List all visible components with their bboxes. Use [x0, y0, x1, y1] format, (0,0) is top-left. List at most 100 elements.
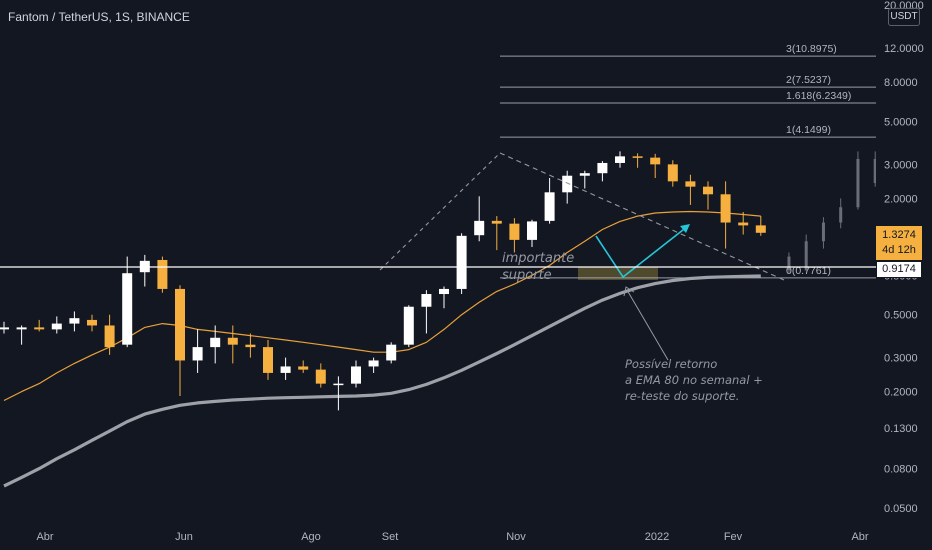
projected-body	[821, 222, 825, 242]
currency-badge[interactable]: USDT	[888, 8, 920, 26]
time-tick-label: Jun	[175, 531, 193, 543]
projected-body	[839, 207, 843, 223]
time-tick-label: Fev	[724, 531, 743, 543]
candle-body	[368, 360, 379, 367]
candle-body	[421, 294, 432, 307]
time-axis-ticks: Abr Jun Ago Set Nov 2022 Fev Abr	[36, 531, 868, 543]
candle-body	[210, 337, 221, 348]
candle-body	[685, 181, 696, 187]
note-pointer-arrowhead	[623, 286, 635, 297]
fib-level-label: 1.618(6.2349)	[786, 90, 851, 102]
current-price-tag: 1.3274 4d 12h	[876, 226, 922, 260]
candle-body	[298, 366, 309, 370]
descending-trendline	[499, 152, 785, 281]
candle-body	[51, 323, 62, 330]
price-tick-label: 0.3000	[884, 353, 918, 365]
time-tick-label: Nov	[506, 531, 526, 543]
projected-body	[787, 256, 791, 271]
time-tick-label: Ago	[301, 531, 321, 543]
candle-body	[34, 327, 45, 330]
projection-path	[595, 225, 689, 279]
time-tick-label: Set	[382, 531, 399, 543]
projected-body	[873, 158, 877, 184]
candle-body	[351, 366, 361, 384]
drawings[interactable]	[379, 152, 785, 361]
time-tick-label: Abr	[36, 531, 53, 543]
candle-body	[456, 235, 467, 289]
candle-body	[280, 366, 291, 373]
price-tick-label: 0.0800	[884, 464, 918, 476]
candle-body	[192, 347, 203, 361]
price-tick-label: 3.0000	[884, 159, 918, 171]
candle-body	[87, 319, 97, 326]
candle-body	[16, 327, 27, 330]
candle-body	[755, 225, 766, 233]
candle-body	[615, 156, 625, 163]
support-zone	[578, 267, 658, 280]
fib-level-label: 3(10.8975)	[786, 43, 837, 55]
candle-body	[632, 156, 643, 158]
candles[interactable]	[0, 151, 766, 411]
level-price-tag: 0.9174	[876, 261, 922, 278]
price-tick-label: 8.0000	[884, 77, 918, 89]
fib-level-label: 1(4.1499)	[786, 124, 831, 136]
candle-body	[0, 327, 9, 330]
candle-body	[122, 273, 133, 345]
candle-body	[579, 173, 590, 176]
candle-body	[703, 186, 713, 195]
price-tick-label: 0.0500	[884, 503, 918, 515]
candle-body	[720, 194, 731, 223]
projected-body	[856, 158, 860, 208]
price-tick-label: 12.0000	[884, 43, 924, 55]
candle-body	[104, 325, 115, 348]
candle-body	[667, 164, 678, 182]
projected-body	[804, 241, 808, 271]
candle-body	[263, 347, 273, 373]
ema-80-layer	[3, 274, 761, 488]
note-line3: re-teste do suporte.	[625, 389, 739, 403]
fib-level-label: 2(7.5237)	[786, 74, 831, 86]
candle-body	[491, 220, 502, 224]
candle-body	[527, 221, 537, 240]
candle-body	[650, 157, 661, 165]
note-line2: a EMA 80 no semanal +	[625, 373, 763, 387]
candle-body	[315, 369, 326, 384]
price-tick-label: 5.0000	[884, 116, 918, 128]
price-tick-label: 0.2000	[884, 387, 918, 399]
support-annotation-line1: importante	[502, 251, 574, 266]
projection-arrowhead	[680, 224, 690, 233]
candle-body	[175, 288, 185, 361]
chart-title: Fantom / TetherUS, 1S, BINANCE	[8, 10, 190, 24]
price-tick-label: 2.0000	[884, 193, 918, 205]
price-axis-ticks: 20.000012.00008.00005.00003.00002.00001.…	[884, 0, 924, 515]
candle-body	[562, 175, 573, 193]
current-price-value: 1.3274	[882, 229, 916, 241]
candle-body	[474, 220, 485, 236]
fibonacci-levels[interactable]: 3(10.8975) 2(7.5237) 1.618(6.2349) 1(4.1499…	[500, 43, 876, 279]
candle-body	[509, 223, 520, 240]
ema-80-line	[3, 274, 761, 488]
note-pointer-line	[626, 289, 669, 361]
candle-body	[403, 306, 414, 345]
note-line1: Possível retorno	[625, 357, 717, 371]
price-tick-label: 0.5000	[884, 310, 918, 322]
fib-level-label: 0(0.7761)	[786, 265, 831, 277]
candle-body	[69, 318, 80, 324]
candle-body	[597, 162, 608, 174]
support-zone-layer	[578, 267, 658, 280]
candle-body	[738, 222, 749, 226]
candle-countdown: 4d 12h	[882, 244, 916, 256]
fib-base-line	[379, 152, 501, 271]
candle-body	[544, 192, 555, 221]
candle-body	[157, 259, 168, 289]
candle-body	[227, 337, 238, 345]
price-tick-label: 0.1300	[884, 423, 918, 435]
candle-body	[333, 383, 344, 386]
time-tick-label: 2022	[645, 531, 669, 543]
support-annotation-line2: suporte	[502, 268, 552, 283]
candle-body	[245, 344, 256, 348]
time-tick-label: Abr	[851, 531, 868, 543]
candle-body	[386, 344, 397, 361]
candle-body	[439, 288, 449, 295]
